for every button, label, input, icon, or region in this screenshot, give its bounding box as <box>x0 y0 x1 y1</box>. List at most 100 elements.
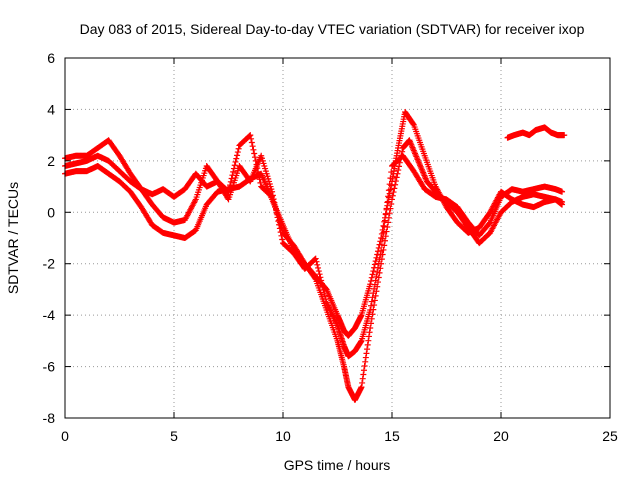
data-point <box>385 193 392 200</box>
y-tick-label: 4 <box>47 101 55 117</box>
data-point <box>392 181 399 188</box>
data-point <box>378 247 385 254</box>
data-point <box>368 274 375 281</box>
data-point <box>365 333 372 340</box>
y-tick-label: 0 <box>47 204 55 220</box>
data-point <box>279 236 286 243</box>
data-point <box>379 235 386 242</box>
data-point <box>376 256 383 263</box>
data-point <box>360 367 367 374</box>
data-point <box>256 176 263 183</box>
data-point <box>377 252 384 259</box>
data-point <box>321 289 328 296</box>
data-point <box>388 201 395 208</box>
data-point <box>559 188 566 195</box>
data-point <box>410 120 417 127</box>
data-point <box>272 203 279 210</box>
data-point <box>322 293 329 300</box>
plot-area <box>62 109 568 403</box>
series-track-c <box>62 152 566 360</box>
data-point <box>312 255 319 262</box>
data-point <box>315 264 322 271</box>
data-point <box>247 132 254 139</box>
data-point <box>369 271 376 278</box>
data-point <box>248 139 255 146</box>
data-point <box>255 172 262 179</box>
data-point <box>270 196 277 203</box>
data-point <box>385 187 392 194</box>
data-point <box>367 307 374 313</box>
chart-title: Day 083 of 2015, Sidereal Day-to-day VTE… <box>80 21 585 37</box>
data-point <box>272 207 279 214</box>
data-point <box>390 189 397 196</box>
data-point <box>388 169 395 176</box>
data-point <box>313 258 320 265</box>
data-point <box>372 277 379 284</box>
x-tick-label: 0 <box>61 428 69 444</box>
data-point <box>248 135 255 142</box>
data-point <box>322 296 329 303</box>
data-point <box>381 217 388 224</box>
data-point <box>382 211 389 218</box>
data-point <box>317 274 324 281</box>
data-point <box>380 229 387 236</box>
data-point <box>371 302 378 309</box>
data-point <box>275 218 282 225</box>
series-track-d <box>504 124 568 141</box>
data-point <box>276 221 283 228</box>
data-point <box>269 192 276 199</box>
data-point <box>384 199 391 206</box>
data-point <box>559 201 566 208</box>
data-point <box>319 283 326 290</box>
data-point <box>231 162 238 169</box>
data-point <box>371 281 378 288</box>
y-axis-title: SDTVAR / TECUs <box>5 182 21 294</box>
data-point <box>369 294 376 301</box>
data-point <box>561 132 568 139</box>
data-point <box>362 354 369 361</box>
data-point <box>235 145 242 152</box>
data-point <box>277 229 284 236</box>
data-point <box>385 194 392 201</box>
data-point <box>278 232 285 239</box>
data-point <box>367 302 374 309</box>
data-point <box>370 268 377 275</box>
data-point <box>368 298 375 305</box>
data-point <box>375 260 382 267</box>
data-point <box>362 358 369 365</box>
x-tick-label: 25 <box>602 428 618 444</box>
data-point <box>372 258 379 265</box>
x-tick-label: 10 <box>275 428 291 444</box>
data-point <box>271 199 278 206</box>
data-point <box>379 226 386 233</box>
data-point <box>382 233 389 240</box>
data-point <box>374 268 381 275</box>
data-point <box>385 198 392 205</box>
data-point <box>318 280 325 287</box>
data-point <box>234 149 241 156</box>
data-point <box>378 241 385 248</box>
data-point <box>374 264 381 271</box>
data-point <box>395 167 402 174</box>
data-point <box>320 286 327 293</box>
data-point <box>249 143 256 150</box>
data-point <box>257 179 264 186</box>
data-point <box>365 337 372 344</box>
y-tick-label: 2 <box>47 153 55 169</box>
data-point <box>371 285 378 292</box>
data-point <box>250 146 257 153</box>
data-point <box>386 181 393 188</box>
data-point <box>251 154 258 161</box>
data-point <box>230 168 237 175</box>
data-point <box>393 174 400 181</box>
data-point <box>389 196 395 203</box>
y-tick-label: -4 <box>43 307 56 323</box>
data-point <box>359 375 366 382</box>
data-point <box>361 363 368 370</box>
data-point <box>373 273 380 280</box>
data-point <box>391 185 398 192</box>
data-point <box>363 350 370 357</box>
data-point <box>315 268 322 275</box>
data-point <box>360 371 367 378</box>
